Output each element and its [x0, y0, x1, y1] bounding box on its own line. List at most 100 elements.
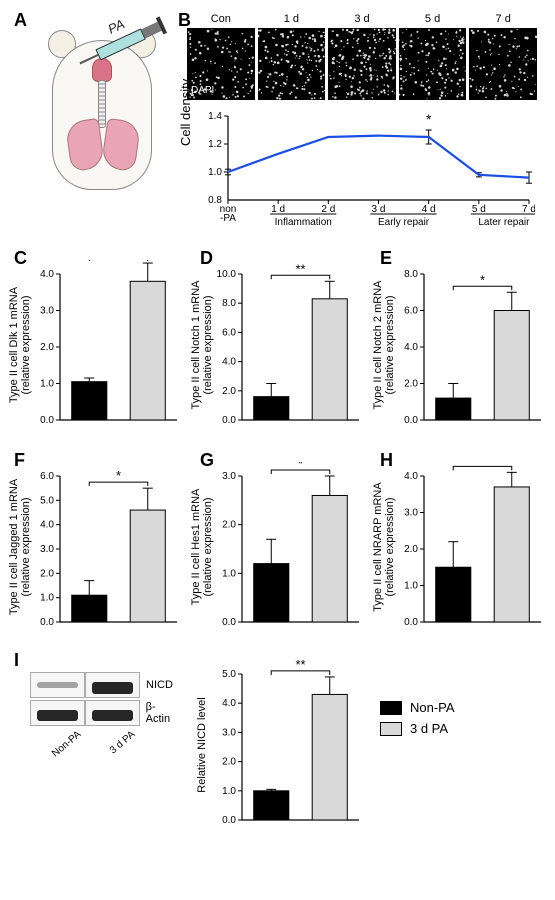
panelF-bar-chart: 0.01.02.03.04.05.06.0*Type II cell Jagge…: [18, 462, 183, 632]
panelB-dapi-images: DAPI: [187, 28, 537, 100]
svg-text:0.0: 0.0: [222, 415, 236, 426]
mouse-trachea: [98, 80, 106, 128]
svg-text:8.0: 8.0: [404, 269, 418, 280]
dapi-image: DAPI: [187, 28, 255, 100]
svg-text:3.0: 3.0: [404, 508, 418, 519]
bar-ylabel: Type II cell Notch 1 mRNA(relative expre…: [190, 265, 214, 425]
svg-text:5 d: 5 d: [472, 204, 486, 215]
svg-text:3.0: 3.0: [40, 306, 54, 317]
legend-item: Non-PA: [380, 700, 455, 715]
svg-text:0.0: 0.0: [222, 617, 236, 628]
panelI-western-blot: NICD β-Actin Non-PA 3 d PA: [30, 672, 180, 740]
legend-swatch: [380, 722, 402, 736]
bar-ylabel: Type II cell Notch 2 mRNA(relative expre…: [372, 265, 396, 425]
dapi-image: [399, 28, 467, 100]
svg-text:3 d: 3 d: [372, 204, 386, 215]
svg-text:4.0: 4.0: [222, 698, 236, 709]
dapi-image: [328, 28, 396, 100]
svg-text:1.4: 1.4: [208, 111, 222, 122]
bar-ylabel: Type II cell Dlk 1 mRNA(relative express…: [8, 265, 32, 425]
wb-protein-label: NICD: [146, 679, 173, 691]
panelC-bar-chart: 0.01.02.03.04.0**Type II cell Dlk 1 mRNA…: [18, 260, 183, 430]
svg-text:Early repair: Early repair: [378, 217, 430, 228]
wb-protein-label: β-Actin: [146, 701, 180, 725]
bar-ylabel: Relative NICD level: [196, 665, 208, 825]
dapi-label: 5 d: [399, 13, 467, 25]
dapi-label: Con: [187, 13, 255, 25]
svg-text:4.0: 4.0: [404, 471, 418, 482]
svg-text:1.0: 1.0: [222, 786, 236, 797]
dapi-label: 3 d: [328, 13, 396, 25]
svg-text:1.0: 1.0: [208, 167, 222, 178]
svg-text:*: *: [480, 462, 485, 467]
svg-text:0.0: 0.0: [40, 415, 54, 426]
svg-text:6.0: 6.0: [40, 471, 54, 482]
svg-text:2.0: 2.0: [40, 568, 54, 579]
svg-text:4.0: 4.0: [222, 357, 236, 368]
label-A: A: [14, 10, 27, 31]
svg-text:10.0: 10.0: [217, 269, 237, 280]
wb-lane-label: 3 d PA: [107, 729, 137, 756]
svg-text:3.0: 3.0: [222, 471, 236, 482]
svg-text:2.0: 2.0: [222, 386, 236, 397]
svg-text:*: *: [116, 468, 121, 483]
svg-text:2 d: 2 d: [321, 204, 335, 215]
panelE-bar-chart: 0.02.04.06.08.0*Type II cell Notch 2 mRN…: [382, 260, 547, 430]
panelG-bar-chart: 0.01.02.03.0*Type II cell Hes1 mRNA(rela…: [200, 462, 365, 632]
svg-text:**: **: [295, 261, 305, 276]
svg-text:1.0: 1.0: [40, 379, 54, 390]
svg-text:0.0: 0.0: [222, 815, 236, 826]
dapi-image: [258, 28, 326, 100]
wb-lane: [85, 700, 140, 726]
panelA-mouse-diagram: PA: [30, 20, 170, 200]
svg-text:2.0: 2.0: [404, 544, 418, 555]
wb-row: NICD: [30, 672, 180, 698]
panelB-image-labels: Con 1 d 3 d 5 d 7 d: [187, 13, 537, 25]
dapi-image: [469, 28, 537, 100]
svg-text:*: *: [426, 111, 432, 127]
dapi-label: 7 d: [469, 13, 537, 25]
svg-text:8.0: 8.0: [222, 298, 236, 309]
bar-ylabel: Type II cell Jagged 1 mRNA(relative expr…: [8, 467, 32, 627]
svg-text:*: *: [298, 462, 303, 471]
svg-text:6.0: 6.0: [222, 327, 236, 338]
legend-label: Non-PA: [410, 700, 455, 715]
wb-lane: [30, 672, 85, 698]
svg-text:4.0: 4.0: [40, 520, 54, 531]
wb-lane: [85, 672, 140, 698]
panelH-bar-chart: 0.01.02.03.04.0*Type II cell NRARP mRNA(…: [382, 462, 547, 632]
panelI-bar-chart: 0.01.02.03.04.05.0**Relative NICD level: [200, 660, 365, 830]
wb-lane-label: Non-PA: [50, 729, 83, 759]
svg-text:2.0: 2.0: [222, 757, 236, 768]
svg-text:1.0: 1.0: [404, 581, 418, 592]
dapi-caption: DAPI: [191, 85, 214, 96]
svg-text:4 d: 4 d: [422, 204, 436, 215]
dapi-label: 1 d: [258, 13, 326, 25]
wb-lane-labels: Non-PA 3 d PA: [30, 729, 142, 740]
svg-text:2.0: 2.0: [222, 520, 236, 531]
svg-text:**: **: [295, 660, 305, 672]
svg-text:5.0: 5.0: [40, 495, 54, 506]
svg-text:*: *: [480, 272, 485, 287]
svg-text:Inflammation: Inflammation: [275, 217, 332, 228]
svg-text:5.0: 5.0: [222, 669, 236, 680]
svg-text:1 d: 1 d: [271, 204, 285, 215]
wb-row: β-Actin: [30, 700, 180, 726]
label-I: I: [14, 650, 19, 671]
legend-item: 3 d PA: [380, 721, 455, 736]
svg-text:Later repair: Later repair: [478, 217, 530, 228]
svg-text:1.0: 1.0: [40, 593, 54, 604]
svg-text:1.2: 1.2: [208, 139, 222, 150]
legend: Non-PA 3 d PA: [380, 700, 455, 742]
svg-text:0.0: 0.0: [404, 617, 418, 628]
wb-lane: [30, 700, 85, 726]
svg-text:2.0: 2.0: [40, 342, 54, 353]
legend-swatch: [380, 701, 402, 715]
svg-text:3.0: 3.0: [222, 727, 236, 738]
svg-text:0.0: 0.0: [404, 415, 418, 426]
svg-text:1.0: 1.0: [222, 568, 236, 579]
svg-text:2.0: 2.0: [404, 379, 418, 390]
bar-ylabel: Type II cell Hes1 mRNA(relative expressi…: [190, 467, 214, 627]
panelB-line-chart: 1.01.21.40.8non-PA1 d2 d3 d4 d5 d7 dInfl…: [190, 108, 535, 228]
bar-ylabel: Type II cell NRARP mRNA(relative express…: [372, 467, 396, 627]
